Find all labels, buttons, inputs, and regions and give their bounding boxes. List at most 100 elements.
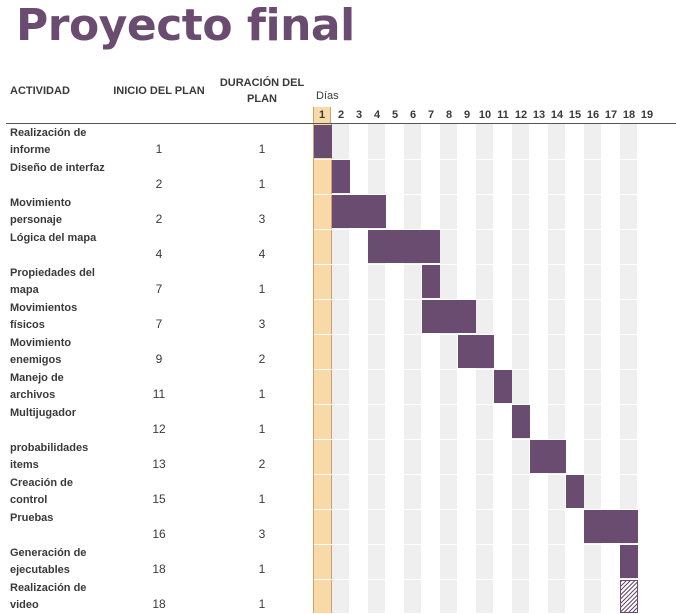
task-duration: 2 <box>258 457 266 471</box>
header-divider <box>6 123 676 124</box>
row-separator <box>314 544 676 545</box>
task-bar <box>494 370 512 403</box>
task-start: 12 <box>152 422 166 436</box>
task-name: Manejo de archivos <box>10 372 64 401</box>
day-column-stripe <box>512 124 529 613</box>
day-number: 10 <box>478 109 492 121</box>
header-duracion: DURACIÓN DEL PLAN <box>219 77 305 105</box>
row-separator <box>314 229 676 230</box>
day-number: 14 <box>550 109 564 121</box>
day-column-stripe <box>620 124 637 613</box>
day-number: 15 <box>568 109 582 121</box>
day-number: 6 <box>409 109 417 121</box>
task-name: Creación de control <box>10 477 73 506</box>
day-column-stripe <box>476 124 493 613</box>
task-duration: 1 <box>258 282 266 296</box>
day-number: 8 <box>445 109 453 121</box>
task-start: 7 <box>155 317 163 331</box>
task-bar <box>620 545 638 578</box>
day-column-stripe <box>440 124 457 613</box>
header-actividad: ACTIVIDAD <box>10 85 70 97</box>
header-dias: Días <box>316 90 339 102</box>
task-row: Movimiento personaje 2 3 <box>0 194 314 229</box>
task-row: Manejo de archivos 11 1 <box>0 369 314 404</box>
task-name: Pruebas <box>10 512 54 524</box>
current-day-column <box>313 124 332 613</box>
task-bar <box>458 335 494 368</box>
task-row: Diseño de interfaz 2 1 <box>0 159 314 194</box>
task-duration: 1 <box>258 142 266 156</box>
task-start: 16 <box>152 527 166 541</box>
day-column-stripe <box>548 124 565 613</box>
task-bar <box>332 160 350 193</box>
task-name: Multijugador <box>10 407 76 419</box>
task-duration: 1 <box>258 422 266 436</box>
task-start: 18 <box>152 597 166 611</box>
task-name: Realización de informe <box>10 127 87 156</box>
row-separator <box>314 264 676 265</box>
task-duration: 4 <box>258 247 266 261</box>
task-bar <box>620 580 638 613</box>
task-name: Diseño de interfaz <box>10 162 105 174</box>
task-duration: 3 <box>258 527 266 541</box>
task-bar <box>422 300 476 333</box>
task-start: 15 <box>152 492 166 506</box>
day-number: 17 <box>604 109 618 121</box>
task-row: Multijugador 12 1 <box>0 404 314 439</box>
task-row: Pruebas 16 3 <box>0 509 314 544</box>
day-number: 3 <box>355 109 363 121</box>
day-number: 13 <box>532 109 546 121</box>
task-row: Realización de informe 1 1 <box>0 124 314 159</box>
task-bar <box>332 195 386 228</box>
page-title: Proyecto final <box>16 0 355 51</box>
task-bar <box>566 475 584 508</box>
row-separator <box>314 159 676 160</box>
task-name: Lógica del mapa <box>10 232 97 244</box>
row-separator <box>314 509 676 510</box>
task-duration: 1 <box>258 387 266 401</box>
task-name: Generación de ejecutables <box>10 547 87 576</box>
task-name: probabilidades items <box>10 442 89 471</box>
day-number: 12 <box>514 109 528 121</box>
row-separator <box>314 404 676 405</box>
day-number: 16 <box>586 109 600 121</box>
task-bar <box>530 440 566 473</box>
task-name: Movimiento personaje <box>10 197 72 226</box>
row-separator <box>314 299 676 300</box>
task-duration: 1 <box>258 562 266 576</box>
day-number: 11 <box>497 109 509 121</box>
task-start: 2 <box>155 212 163 226</box>
header-inicio: INICIO DEL PLAN <box>113 85 205 97</box>
task-start: 7 <box>155 282 163 296</box>
task-bar <box>584 510 638 543</box>
task-bar <box>512 405 530 438</box>
task-bar <box>368 230 440 263</box>
task-row: Creación de control 15 1 <box>0 474 314 509</box>
task-duration: 3 <box>258 212 266 226</box>
row-separator <box>314 474 676 475</box>
row-separator <box>314 334 676 335</box>
task-duration: 3 <box>258 317 266 331</box>
day-number: 2 <box>337 109 345 121</box>
task-bar <box>422 265 440 298</box>
day-number: 5 <box>391 109 399 121</box>
task-start: 1 <box>155 142 163 156</box>
task-name: Propiedades del mapa <box>10 267 95 296</box>
task-row: probabilidades items 13 2 <box>0 439 314 474</box>
task-row: Generación de ejecutables 18 1 <box>0 544 314 579</box>
day-column-stripe <box>332 124 349 613</box>
day-number: 7 <box>427 109 435 121</box>
task-row: Movimiento enemigos 9 2 <box>0 334 314 369</box>
day-column-stripe <box>584 124 601 613</box>
task-row: Propiedades del mapa 7 1 <box>0 264 314 299</box>
task-duration: 1 <box>258 597 266 611</box>
task-row: Lógica del mapa 4 4 <box>0 229 314 264</box>
task-row: Realización de video 18 1 <box>0 579 314 614</box>
row-separator <box>314 439 676 440</box>
task-row: Movimientos físicos 7 3 <box>0 299 314 334</box>
day-number: 1 <box>313 107 331 123</box>
task-start: 2 <box>155 177 163 191</box>
task-start: 18 <box>152 562 166 576</box>
day-number: 18 <box>622 109 636 121</box>
task-duration: 2 <box>258 352 266 366</box>
